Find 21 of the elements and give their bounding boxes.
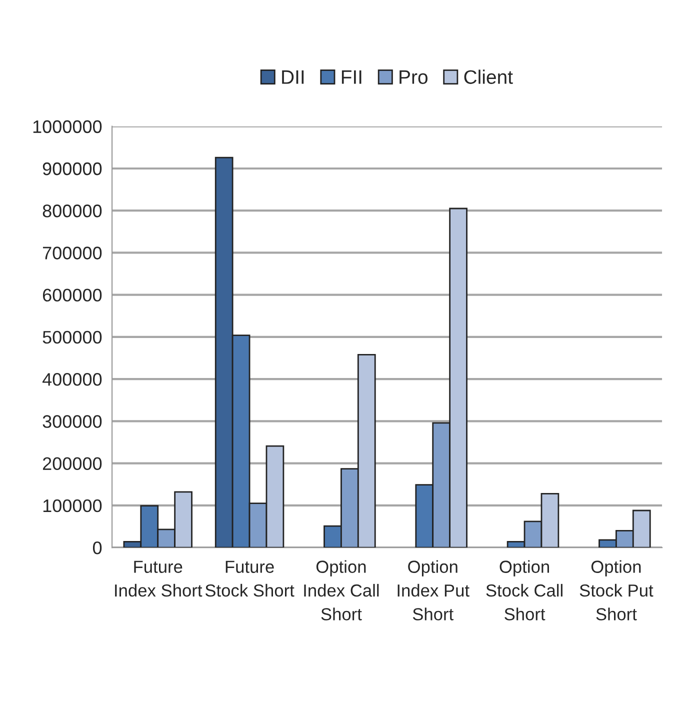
y-tick-label: 800000 (42, 204, 102, 218)
legend-label: FII (342, 70, 362, 84)
y-tick-label: 900000 (42, 162, 102, 176)
y-tick-label: 500000 (42, 330, 102, 344)
x-tick-label: Option Index Put Short (398, 560, 470, 620)
y-tick-label: 300000 (42, 415, 102, 428)
x-tick-label: Option Index Call Short (304, 560, 379, 620)
y-tick-label: 600000 (42, 288, 102, 302)
y-tick-label: 400000 (42, 373, 102, 386)
x-tick-label: Option Stock Call Short (486, 560, 562, 620)
legend-label: DII (282, 70, 304, 84)
x-tick-label: Future Stock Short (205, 560, 294, 597)
x-tick-label: Future Index Short (115, 560, 202, 597)
x-tick-label: Option Stock Put Short (580, 560, 654, 620)
legend-label: Pro (400, 70, 428, 84)
y-tick-label: 700000 (42, 246, 102, 260)
y-tick-label: 100000 (43, 499, 102, 512)
y-tick-label: 0 (92, 541, 102, 554)
y-tick-label: 200000 (42, 457, 102, 470)
y-tick-label: 1000000 (33, 120, 102, 134)
legend-label: Client (464, 70, 513, 84)
